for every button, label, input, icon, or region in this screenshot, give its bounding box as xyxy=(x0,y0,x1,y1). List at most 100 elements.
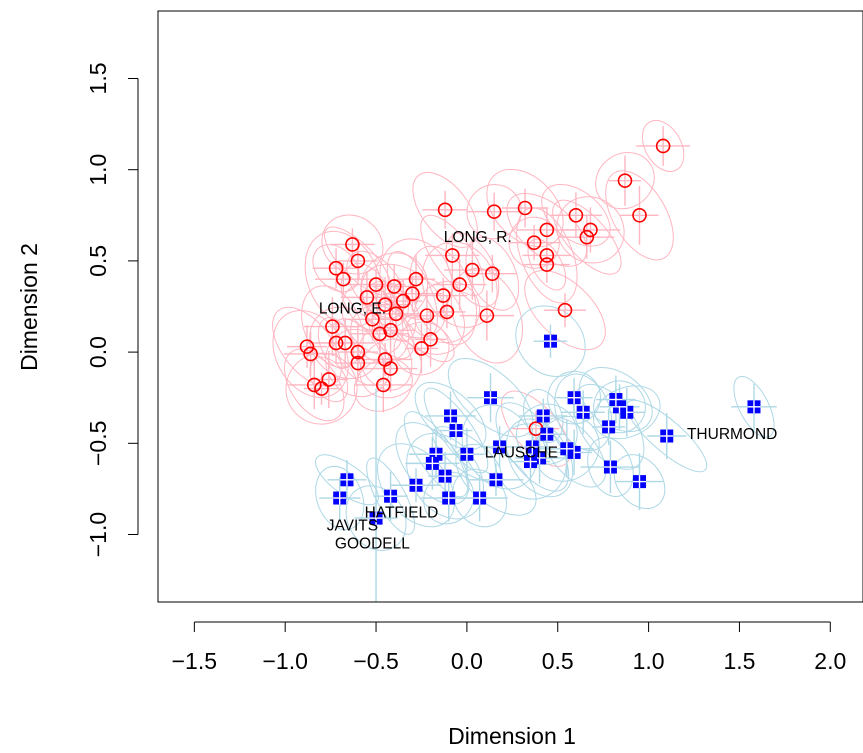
point-label: LONG, E. xyxy=(319,300,386,317)
data-point xyxy=(303,346,318,362)
data-point xyxy=(299,339,315,354)
x-tick-label: 2.0 xyxy=(814,648,846,674)
data-point xyxy=(386,279,402,294)
confidence-ellipse xyxy=(359,338,422,399)
data-point xyxy=(405,286,420,302)
x-tick-label: 1.5 xyxy=(723,648,755,674)
confidence-ellipse xyxy=(641,120,685,172)
data-point xyxy=(452,277,467,292)
data-point xyxy=(609,393,623,407)
confidence-ellipse xyxy=(304,230,383,328)
data-point xyxy=(539,257,555,272)
confidence-ellipse xyxy=(284,348,345,422)
x-tick-label: −1.0 xyxy=(262,648,307,674)
confidence-ellipse xyxy=(377,443,455,528)
data-point xyxy=(372,326,387,342)
confidence-ellipse xyxy=(272,306,342,387)
data-point xyxy=(419,308,435,323)
data-point xyxy=(383,361,398,376)
point-labels: LONG, R. LONG, E. THURMOND LAUSCHE HATFIELDJ… xyxy=(319,229,778,552)
data-point xyxy=(747,400,761,414)
data-point xyxy=(473,491,487,505)
data-point xyxy=(445,248,460,263)
data-point xyxy=(336,271,351,287)
point-label: THURMOND xyxy=(687,426,777,443)
confidence-ellipse xyxy=(360,252,429,321)
data-point xyxy=(435,288,451,303)
data-point xyxy=(539,248,555,263)
data-point xyxy=(567,391,581,405)
confidence-ellipse xyxy=(357,328,413,391)
data-point xyxy=(560,442,574,456)
confidence-ellipse xyxy=(447,358,534,438)
confidence-ellipse xyxy=(515,305,586,377)
data-point xyxy=(602,420,616,434)
data-point xyxy=(479,308,495,323)
confidence-ellipse xyxy=(605,170,674,261)
data-point xyxy=(526,235,542,250)
data-point xyxy=(384,489,398,503)
data-point xyxy=(540,427,554,441)
confidence-ellipse xyxy=(516,403,578,465)
data-point xyxy=(632,207,647,223)
data-point xyxy=(328,335,344,351)
y-tick-label: 1.0 xyxy=(85,154,111,186)
data-point xyxy=(409,478,423,492)
data-point xyxy=(583,222,598,238)
confidence-ellipse xyxy=(554,373,613,452)
confidence-ellipse xyxy=(312,244,360,293)
data-point xyxy=(306,377,322,393)
confidence-ellipse xyxy=(466,184,522,240)
data-point xyxy=(439,304,455,320)
point-label: HATFIELD xyxy=(365,505,439,522)
x-axis-title: Dimension 1 xyxy=(448,723,576,749)
data-point xyxy=(314,381,329,396)
error-bars xyxy=(283,126,777,602)
confidence-ellipse xyxy=(547,370,601,425)
data-point xyxy=(321,372,337,387)
data-point xyxy=(388,306,404,322)
confidence-ellipse xyxy=(733,375,775,438)
data-point xyxy=(377,297,393,312)
confidence-ellipse xyxy=(317,317,355,369)
data-point xyxy=(489,473,503,487)
data-point xyxy=(449,424,463,438)
data-point xyxy=(486,204,502,219)
data-point xyxy=(485,266,500,281)
confidence-ellipse xyxy=(366,457,415,535)
data-point xyxy=(438,469,452,483)
data-point xyxy=(340,473,354,487)
x-tick-label: 0.5 xyxy=(542,648,574,674)
confidence-ellipse xyxy=(315,465,365,531)
point-label: LAUSCHE xyxy=(485,444,558,461)
data-point xyxy=(543,334,557,348)
confidence-ellipse xyxy=(420,214,485,296)
data-point xyxy=(539,222,555,238)
data-point xyxy=(333,491,347,505)
data-point xyxy=(444,409,458,423)
data-point xyxy=(493,440,507,454)
data-point xyxy=(365,311,380,327)
data-point xyxy=(576,405,590,419)
confidence-ellipse xyxy=(445,232,500,308)
data-point xyxy=(437,202,453,218)
data-point xyxy=(660,429,674,443)
data-point xyxy=(337,335,353,351)
data-point xyxy=(579,229,595,245)
data-point xyxy=(425,456,439,470)
data-point xyxy=(603,460,617,474)
point-label: LONG, R. xyxy=(444,229,512,246)
data-point xyxy=(376,377,391,393)
confidence-ellipse xyxy=(524,270,606,351)
data-point xyxy=(395,293,411,309)
x-tick-label: −1.5 xyxy=(172,648,217,674)
confidence-ellipse xyxy=(522,388,564,443)
x-tick-label: 0.0 xyxy=(451,648,483,674)
data-point xyxy=(536,409,550,423)
point-label: JAVITS xyxy=(327,517,378,534)
confidence-ellipse xyxy=(595,152,655,210)
data-points xyxy=(299,138,761,525)
data-point xyxy=(325,319,340,334)
confidence-ellipse xyxy=(506,192,588,267)
